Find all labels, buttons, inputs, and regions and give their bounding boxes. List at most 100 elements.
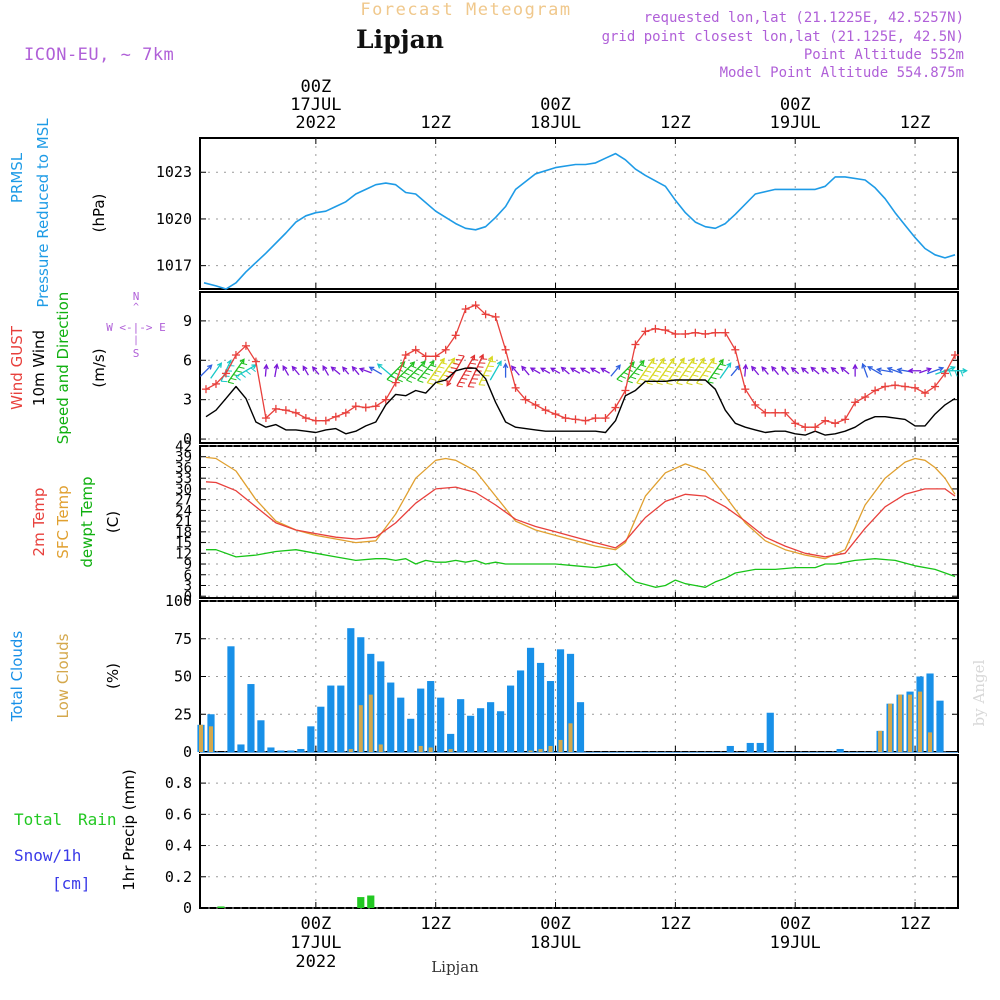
low-cloud-bar-37 xyxy=(568,723,573,752)
wind-arrowhead-40 xyxy=(615,364,621,370)
wind-feather-25-1 xyxy=(458,381,466,384)
wind-gust-label: Wind GUST xyxy=(8,325,26,410)
wind-arrow-60 xyxy=(810,367,820,375)
wind-feather-47-0 xyxy=(676,382,683,386)
temp-unit-part-0: (C) xyxy=(104,511,122,533)
pressure-ytick-label-1: 1020 xyxy=(156,210,192,228)
wind-feather-44-3 xyxy=(655,370,662,373)
top-time-label-2-0: 00Z xyxy=(540,95,571,115)
top-time-label-3-0: 12Z xyxy=(660,113,691,133)
wind-arrowhead-34 xyxy=(549,367,556,373)
precipitation-ytick-label-4: 0.8 xyxy=(165,774,192,792)
wind-feather-50-0 xyxy=(707,381,714,384)
wind-arrowhead-22 xyxy=(439,357,445,364)
precip-axis-label: 1hr Precip (mm) xyxy=(120,769,138,890)
wind-feather-74-3 xyxy=(960,370,964,377)
total-cloud-bar-9 xyxy=(287,750,295,752)
wind-speed-dir-label-part-0: Speed and Direction xyxy=(54,292,72,445)
total-cloud-bar-27 xyxy=(467,715,475,752)
wind-arrowhead-6 xyxy=(273,363,280,369)
pressure-unit: (hPa) xyxy=(90,194,108,233)
pressure-frame xyxy=(199,137,959,290)
wind-arrow-9 xyxy=(302,366,309,376)
total-cloud-bar-44 xyxy=(756,742,764,752)
temperature-ytick-label-0: 0 xyxy=(184,589,192,605)
wind-arrowhead-24 xyxy=(446,381,452,387)
requested-coords: requested lon,lat (21.1225E, 42.5257N) xyxy=(644,10,964,26)
total-cloud-bar-21 xyxy=(407,718,415,752)
total-cloud-bar-8 xyxy=(277,750,285,752)
rain-bar-2 xyxy=(367,895,375,908)
total-cloud-bar-26 xyxy=(457,699,465,752)
temp-dew-label: dewpt Temp xyxy=(78,476,96,567)
total-cloud-bar-36 xyxy=(556,649,565,752)
wind-arrow-36 xyxy=(570,367,581,374)
wind-feather-47-2 xyxy=(682,374,689,377)
bottom-time-label-1-0: 12Z xyxy=(420,914,451,934)
point-altitude: Point Altitude 552m xyxy=(804,47,964,63)
wind-arrowhead-21 xyxy=(429,360,435,366)
wind-arrowhead-9 xyxy=(302,365,308,371)
sfc-temp-line xyxy=(205,456,956,560)
low-cloud-bar-51 xyxy=(888,703,893,752)
wind-arrowhead-57 xyxy=(781,365,787,372)
wind-arrowhead-8 xyxy=(291,365,297,372)
low-cloud-bar-36 xyxy=(558,739,563,752)
wind-feather-22-1 xyxy=(429,378,437,381)
low-cloud-bar-54 xyxy=(918,691,923,752)
total-cloud-bar-28 xyxy=(477,708,485,752)
wind-feather-50-4 xyxy=(719,363,726,367)
wind-feather-74-2 xyxy=(954,370,958,377)
wind-feather-25-4 xyxy=(465,370,472,373)
wind-arrowhead-15 xyxy=(358,367,365,373)
wind-arrowhead-13 xyxy=(342,366,348,372)
total-cloud-bar-20 xyxy=(397,697,405,752)
wind-arrowhead-50 xyxy=(718,358,724,365)
wind-gust-label-part-0: Wind GUST xyxy=(8,325,26,410)
wind-arrow-57 xyxy=(781,366,789,376)
temperature-ytick-label-7: 21 xyxy=(175,514,192,530)
wind-arrow-56 xyxy=(771,366,779,376)
wind-arrowhead-46 xyxy=(679,357,685,363)
wind-feather-3-4 xyxy=(238,366,245,369)
wind-feather-24-3 xyxy=(450,367,457,370)
total-cloud-bar-46 xyxy=(836,748,844,752)
wind-feather-4-2 xyxy=(245,370,251,375)
precip-total-label: Total xyxy=(14,810,62,829)
wind-feather-45-0 xyxy=(656,382,663,385)
wind-ytick-label-0: 0 xyxy=(183,430,192,448)
footer-station: Lipjan xyxy=(431,958,479,976)
wind-arrow-16 xyxy=(369,366,383,375)
total-cloud-bar-10 xyxy=(297,748,305,752)
wind-ytick-label-1: 3 xyxy=(183,391,192,409)
temperature-ytick-label-1: 3 xyxy=(184,578,192,594)
top-time-label-5-0: 12Z xyxy=(900,113,931,133)
wind-feather-42-4 xyxy=(640,364,647,368)
wind-arrowhead-37 xyxy=(579,367,586,373)
wind-arrow-5 xyxy=(264,364,268,377)
precip-rain-label: Rain xyxy=(78,810,117,829)
wind-arrow-4 xyxy=(235,364,257,378)
wind-feather-43-1 xyxy=(639,378,646,381)
wind-arrow-54 xyxy=(751,366,760,376)
pressure-line xyxy=(203,152,956,290)
wind-feather-46-4 xyxy=(678,366,685,369)
wind-feather-44-4 xyxy=(658,366,665,369)
compass-s: S xyxy=(133,347,140,360)
wind-arrow-34 xyxy=(550,367,561,374)
wind-feather-25-3 xyxy=(463,374,470,376)
wind-arrowhead-5 xyxy=(263,363,269,370)
wind-feather-49-5 xyxy=(711,361,718,365)
wind-feather-46-0 xyxy=(666,382,673,386)
temperature-panel xyxy=(199,445,959,599)
wind-feather-18-0 xyxy=(386,379,393,383)
wind-arrowhead-29 xyxy=(502,362,509,369)
wind-feather-47-3 xyxy=(685,370,692,373)
low-cloud-bar-15 xyxy=(348,748,353,752)
wind-10m-label-part-0: 10m Wind xyxy=(30,330,48,406)
top-time-label-0-0: 00Z xyxy=(300,77,331,97)
wind-feather-50-2 xyxy=(713,372,720,375)
wind-feather-44-5 xyxy=(660,362,668,365)
wind-feather-3-3 xyxy=(235,370,242,373)
